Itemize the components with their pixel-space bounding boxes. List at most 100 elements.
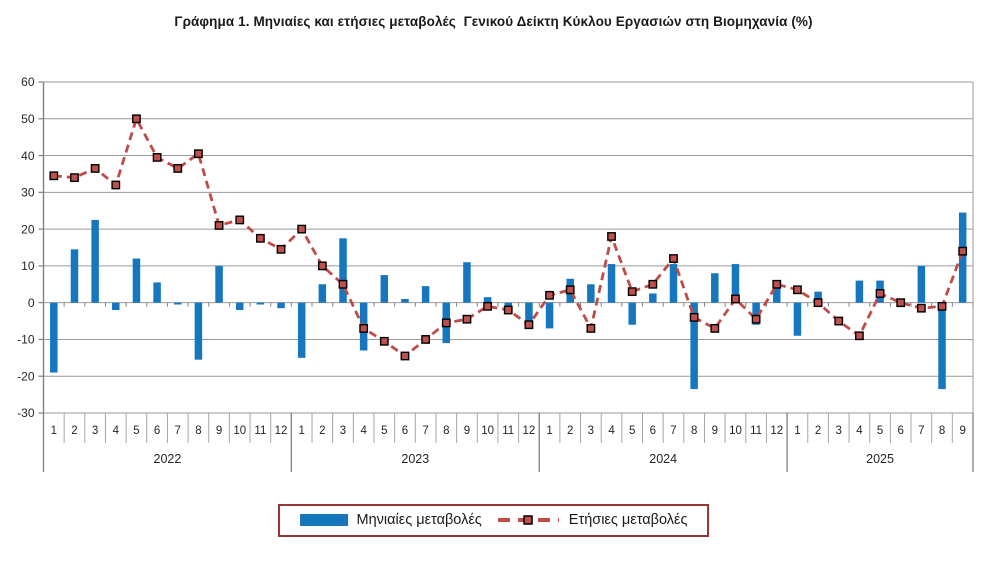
line-marker <box>421 335 431 344</box>
line-marker <box>503 305 513 315</box>
line-marker <box>483 301 492 311</box>
month-label: 3 <box>836 425 842 437</box>
bar <box>339 238 347 303</box>
line-marker <box>173 164 183 173</box>
bar <box>793 302 802 336</box>
line-marker <box>111 180 121 190</box>
line-marker <box>958 246 968 256</box>
line-marker <box>751 314 761 324</box>
y-axis-label: -10 <box>17 333 35 347</box>
line-marker <box>710 324 720 333</box>
line-marker <box>896 298 906 308</box>
month-label: 10 <box>729 425 742 437</box>
line-marker <box>276 244 286 254</box>
bar <box>855 280 864 303</box>
bar <box>690 302 698 390</box>
y-axis-label: 60 <box>21 75 35 89</box>
bar <box>50 302 58 373</box>
bar <box>814 291 822 303</box>
month-label: 3 <box>340 425 346 437</box>
bar <box>649 293 657 303</box>
month-label: 7 <box>422 425 428 437</box>
line-marker <box>793 285 802 295</box>
month-label: 4 <box>360 425 367 437</box>
line-marker <box>338 279 348 289</box>
bar <box>483 297 492 303</box>
bar <box>401 298 409 303</box>
month-label: 6 <box>650 425 656 437</box>
line-marker <box>90 164 100 173</box>
bar <box>132 258 141 303</box>
month-label: 6 <box>898 425 904 437</box>
bar <box>607 264 616 303</box>
y-axis-label: 10 <box>21 259 35 273</box>
bar <box>504 302 512 309</box>
month-label: 5 <box>629 425 635 437</box>
line-marker <box>834 316 844 326</box>
month-label: 8 <box>691 425 697 437</box>
month-label: 8 <box>443 425 449 437</box>
line-marker <box>875 289 885 298</box>
line-marker <box>937 301 947 311</box>
month-label: 11 <box>502 425 514 437</box>
bar <box>421 286 430 303</box>
bar <box>112 302 120 311</box>
line-marker <box>689 312 699 322</box>
month-label: 9 <box>959 425 965 437</box>
month-label: 10 <box>233 425 246 437</box>
bar <box>215 265 223 303</box>
year-label: 2023 <box>401 452 429 466</box>
month-label: 2 <box>71 425 77 437</box>
y-axis-label: 0 <box>28 296 35 310</box>
line-marker <box>359 324 369 333</box>
month-label: 8 <box>195 425 201 437</box>
month-label: 7 <box>670 425 676 437</box>
month-label: 10 <box>481 425 494 437</box>
line-marker <box>854 331 864 341</box>
line-marker <box>255 233 265 243</box>
line-marker <box>235 215 245 225</box>
month-label: 11 <box>254 425 266 437</box>
year-label: 2024 <box>649 452 677 466</box>
bar <box>380 275 389 303</box>
line-marker <box>194 149 203 159</box>
month-label: 9 <box>464 425 470 437</box>
bar <box>297 302 306 358</box>
line-marker <box>132 114 141 124</box>
year-label: 2025 <box>866 452 894 466</box>
bar <box>711 273 719 303</box>
month-label: 1 <box>298 425 304 437</box>
month-label: 2 <box>319 425 325 437</box>
line-marker <box>524 320 534 330</box>
month-label: 5 <box>133 425 139 437</box>
y-axis-label: 30 <box>21 186 35 200</box>
month-label: 7 <box>175 425 181 437</box>
dashed-line-swatch-icon <box>496 515 559 525</box>
bar <box>318 284 327 303</box>
month-label: 9 <box>712 425 718 437</box>
line-marker <box>565 285 575 295</box>
y-axis-label: -20 <box>17 369 35 383</box>
line-marker <box>400 351 410 361</box>
line-marker <box>49 171 59 181</box>
month-label: 1 <box>794 425 800 437</box>
month-label: 9 <box>216 425 222 437</box>
month-label: 1 <box>546 425 552 437</box>
month-label: 12 <box>770 425 783 437</box>
month-label: 7 <box>918 425 924 437</box>
bar-series-swatch-icon <box>299 514 348 526</box>
line-marker <box>214 221 224 230</box>
month-label: 6 <box>402 425 408 437</box>
year-label: 2022 <box>154 452 182 466</box>
bar <box>628 302 636 325</box>
y-axis-label: 50 <box>21 112 35 126</box>
bar <box>91 219 99 303</box>
line-marker <box>916 303 926 313</box>
month-label: 8 <box>939 425 945 437</box>
bar <box>773 287 781 303</box>
bar <box>938 302 946 390</box>
month-label: 12 <box>523 425 536 437</box>
line-marker <box>379 336 389 346</box>
